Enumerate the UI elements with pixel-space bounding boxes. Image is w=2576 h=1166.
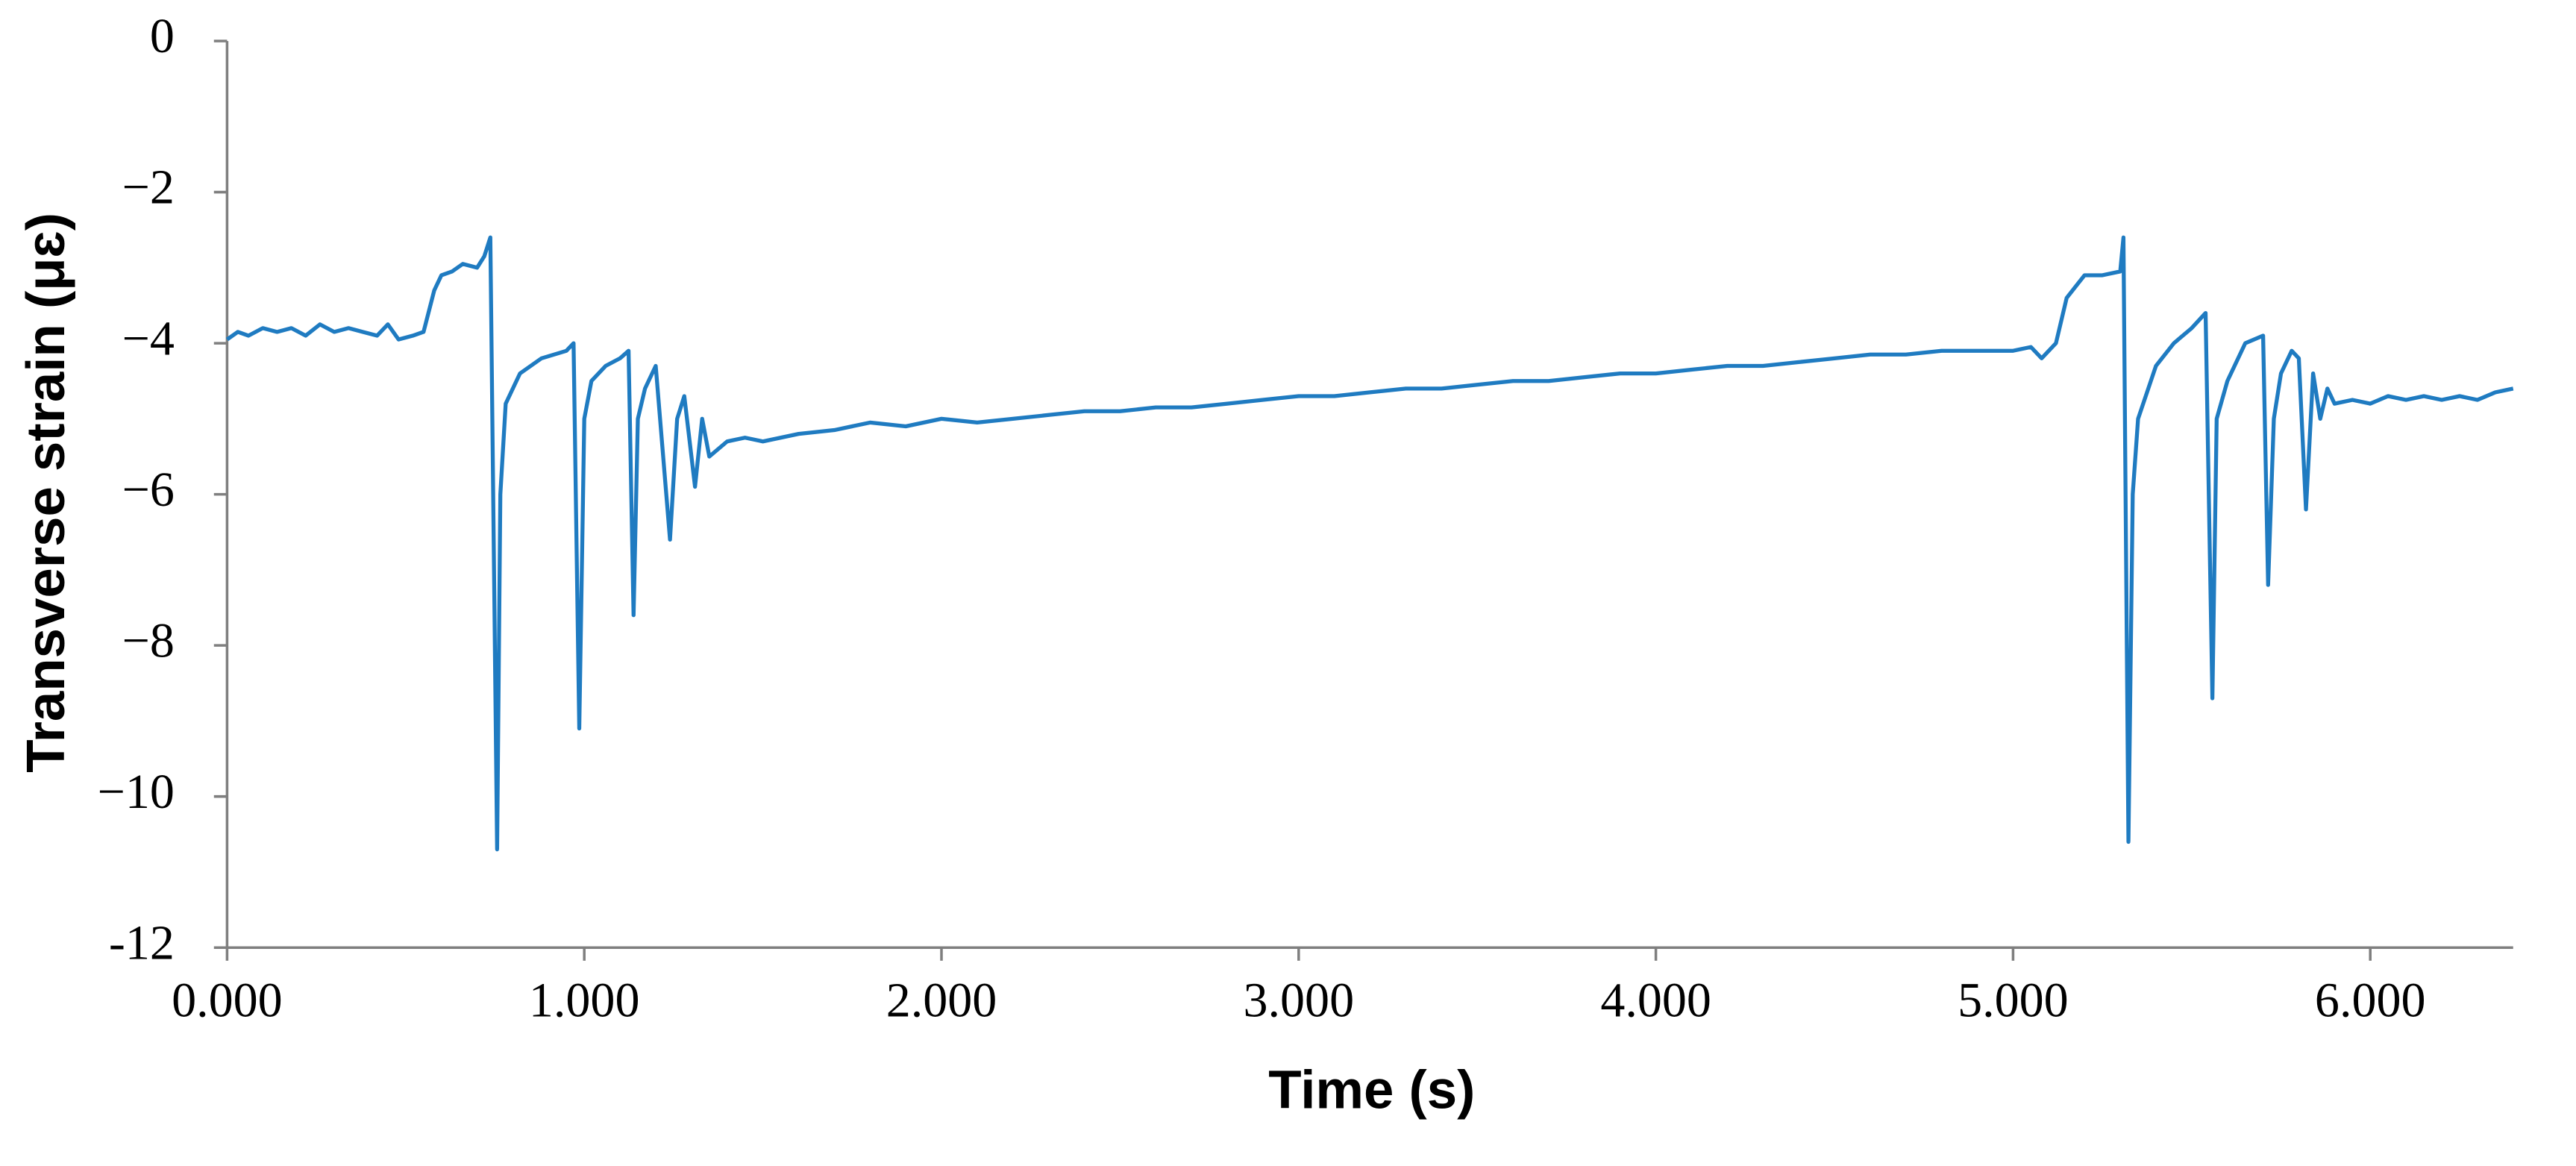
y-tick-label: −4 <box>122 311 175 366</box>
data-line <box>225 235 2514 852</box>
y-tick-label: 0 <box>150 9 175 63</box>
y-tick-label: −8 <box>122 613 175 668</box>
y-tick-label: −6 <box>122 463 175 517</box>
x-tick-label: 4.000 <box>1600 973 1711 1027</box>
y-tick-label: -12 <box>109 915 175 970</box>
y-axis-title: Transverse strain (μɛ) <box>16 213 76 773</box>
x-tick-label: 1.000 <box>529 973 640 1027</box>
x-tick-label: 0.000 <box>172 973 283 1027</box>
x-tick-label: 5.000 <box>1958 973 2069 1027</box>
x-axis-title: Time (s) <box>1268 1059 1475 1120</box>
x-tick-label: 3.000 <box>1244 973 1355 1027</box>
y-tick-label: −10 <box>98 765 175 819</box>
x-tick-label: 2.000 <box>886 973 997 1027</box>
x-tick-label: 6.000 <box>2315 973 2426 1027</box>
y-tick-label: −2 <box>122 160 175 215</box>
